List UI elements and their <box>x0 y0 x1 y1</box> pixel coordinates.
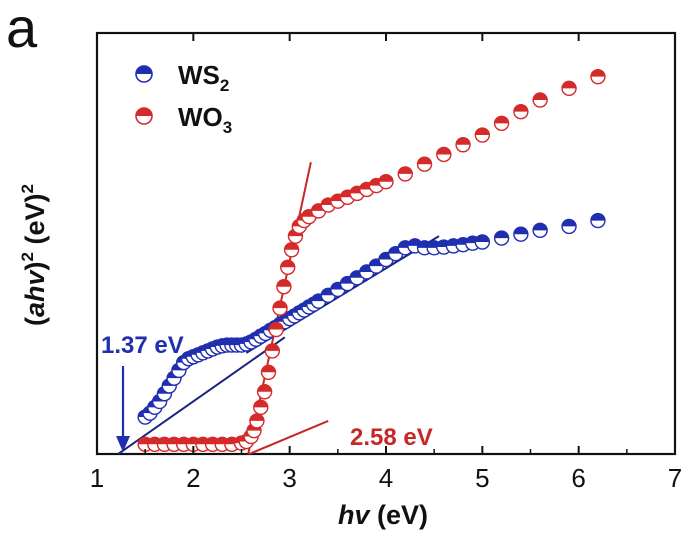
ws2-point <box>561 218 577 235</box>
wo3-point <box>416 156 433 172</box>
legend-label-ws2: WS2 <box>178 60 229 95</box>
data-points <box>137 68 606 452</box>
wo3-point <box>264 343 281 359</box>
wo3-point <box>397 166 413 182</box>
wo3-point <box>249 413 265 429</box>
wo3-point <box>493 115 510 132</box>
x-tick-label: 7 <box>668 463 682 493</box>
axes-frame <box>95 31 677 456</box>
panel-label: a <box>6 0 38 59</box>
wo3-point <box>590 68 606 85</box>
wo3-point <box>272 300 288 316</box>
ws2-point <box>590 212 606 229</box>
ws2-point <box>493 230 510 246</box>
wo3-bandgap-label: 2.58 eV <box>350 424 433 451</box>
wo3-point <box>253 399 269 416</box>
wo3-point <box>513 103 529 120</box>
x-tick-label: 2 <box>186 463 200 493</box>
x-tick-label: 4 <box>379 463 393 493</box>
x-tick-label: 3 <box>282 463 296 493</box>
x-tick-label: 5 <box>475 463 489 493</box>
ws2-point <box>474 234 491 250</box>
wo3-point <box>280 259 296 275</box>
x-axis-ticks: 1 2 3 4 5 6 7 <box>90 33 682 493</box>
wo3-point <box>283 242 300 258</box>
wo3-point <box>256 384 273 400</box>
wo3-point <box>474 127 491 143</box>
ws2-point <box>513 226 529 242</box>
legend-marker-ws2 <box>135 65 153 83</box>
wo3-point <box>436 146 452 163</box>
x-axis-label: hv (eV) <box>338 500 428 530</box>
legend-label-wo3: WO3 <box>178 102 232 137</box>
wo3-point <box>561 80 577 97</box>
ws2-bandgap-label: 1.37 eV <box>101 332 184 359</box>
plot-frame <box>95 31 677 456</box>
wo3-point <box>260 364 277 381</box>
x-tick-label: 6 <box>571 463 585 493</box>
legend-marker-wo3 <box>135 107 153 125</box>
y-axis-label: (ahv)2 (eV)2 <box>18 184 50 326</box>
wo3-point <box>455 137 471 153</box>
wo3-point <box>378 173 394 190</box>
wo3-point <box>532 92 548 108</box>
x-tick-label: 1 <box>90 463 104 493</box>
fit-line-WO3-baseline-tangent <box>248 420 329 455</box>
legend: WS2 WO3 <box>135 60 232 137</box>
wo3-point <box>268 321 284 338</box>
wo3-point <box>276 279 292 295</box>
fit-line-WS2-lower-tangent <box>117 336 286 455</box>
ws2-point <box>532 222 548 239</box>
ws2-bandgap-arrow <box>116 366 131 452</box>
